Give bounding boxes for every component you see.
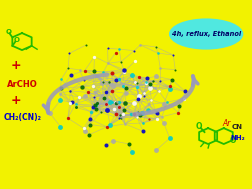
- Text: O: O: [230, 136, 236, 145]
- Text: +: +: [11, 59, 21, 72]
- Text: ArCHO: ArCHO: [7, 80, 37, 89]
- Text: CH₂(CN)₂: CH₂(CN)₂: [4, 113, 42, 122]
- Text: O: O: [13, 37, 19, 43]
- Text: 4h, reflux, Ethanol: 4h, reflux, Ethanol: [172, 31, 241, 37]
- Text: O: O: [5, 29, 11, 35]
- Text: O: O: [196, 122, 202, 131]
- Ellipse shape: [169, 19, 243, 50]
- Text: +: +: [11, 94, 21, 107]
- Text: CN: CN: [232, 124, 243, 130]
- Text: NH₂: NH₂: [230, 135, 245, 141]
- Text: Ar: Ar: [222, 119, 231, 128]
